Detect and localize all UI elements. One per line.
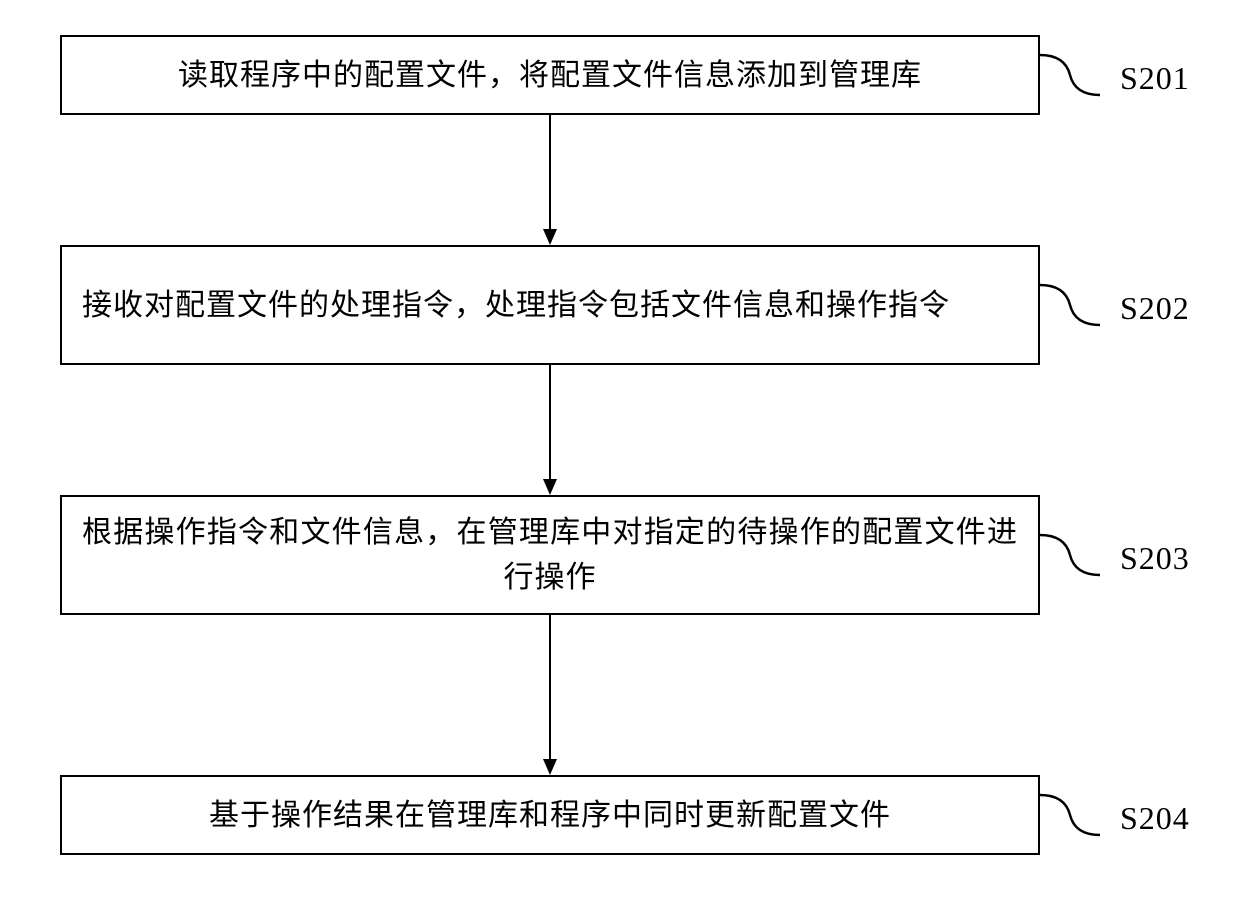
arrow-s202-s203: [540, 365, 560, 495]
bracket-s204: [1040, 785, 1110, 845]
flow-step-s201-text: 读取程序中的配置文件，将配置文件信息添加到管理库: [82, 53, 1018, 98]
flow-step-s203: 根据操作指令和文件信息，在管理库中对指定的待操作的配置文件进行操作: [60, 495, 1040, 615]
flow-label-s203: S203: [1120, 540, 1190, 577]
flowchart-canvas: 读取程序中的配置文件，将配置文件信息添加到管理库 S201 接收对配置文件的处理…: [0, 0, 1240, 908]
bracket-s201: [1040, 45, 1110, 105]
bracket-s203: [1040, 525, 1110, 585]
flow-step-s201: 读取程序中的配置文件，将配置文件信息添加到管理库: [60, 35, 1040, 115]
flow-label-s204: S204: [1120, 800, 1190, 837]
flow-step-s204: 基于操作结果在管理库和程序中同时更新配置文件: [60, 775, 1040, 855]
flow-step-s202: 接收对配置文件的处理指令，处理指令包括文件信息和操作指令: [60, 245, 1040, 365]
arrow-s201-s202: [540, 115, 560, 245]
arrow-s203-s204: [540, 615, 560, 775]
bracket-s202: [1040, 275, 1110, 335]
flow-label-s201: S201: [1120, 60, 1190, 97]
flow-step-s203-text: 根据操作指令和文件信息，在管理库中对指定的待操作的配置文件进行操作: [82, 510, 1018, 600]
flow-label-s202: S202: [1120, 290, 1190, 327]
flow-step-s204-text: 基于操作结果在管理库和程序中同时更新配置文件: [82, 793, 1018, 838]
flow-step-s202-text: 接收对配置文件的处理指令，处理指令包括文件信息和操作指令: [82, 283, 950, 328]
